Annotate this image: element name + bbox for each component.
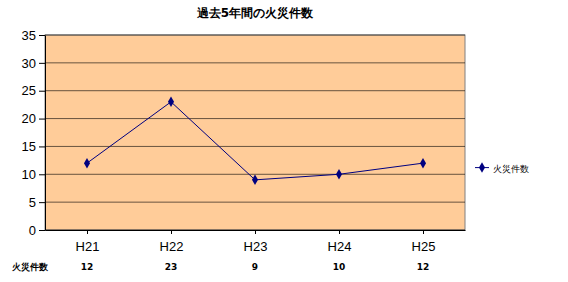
x-axis: H21 H22 H23 H24 H25 [46, 230, 466, 254]
x-tick-mark [171, 230, 172, 234]
grid-line [45, 62, 465, 63]
y-tick: 0 [29, 223, 45, 238]
chart: 過去5年間の火災件数 0 5 10 15 20 25 30 35 H21 H22 H23 H24 H25 火… [0, 0, 568, 282]
x-tick: H21 [76, 230, 100, 254]
y-axis: 0 5 10 15 20 25 30 35 [22, 28, 46, 238]
title: 過去5年間の火災件数 [196, 6, 314, 20]
series-line [87, 102, 423, 180]
plot: 0 5 10 15 20 25 30 35 H21 H22 H23 H24 H25 [22, 28, 466, 255]
legend-marker [479, 162, 485, 173]
y-tick: 5 [29, 195, 45, 210]
y-tick-label: 20 [22, 111, 36, 126]
x-tick-mark [255, 230, 256, 234]
legend: 火災件数 [475, 162, 529, 173]
plot-background [45, 35, 465, 230]
x-tick-mark [423, 230, 424, 234]
x-tick-label: H24 [328, 239, 352, 254]
y-tick-label: 0 [29, 223, 36, 238]
y-tick: 10 [22, 167, 45, 182]
y-tick-label: 15 [22, 139, 36, 154]
y-axis-line [45, 36, 46, 231]
series-layer [84, 97, 426, 186]
table-value: 23 [165, 262, 178, 272]
y-tick-mark [39, 119, 45, 120]
grid-line [45, 118, 465, 119]
y-tick-mark [39, 146, 45, 147]
table-value: 12 [81, 262, 94, 272]
series-marker [168, 97, 174, 108]
x-tick-label: H25 [412, 239, 436, 254]
y-tick-mark [39, 35, 45, 36]
y-tick-label: 35 [22, 28, 36, 43]
legend-label: 火災件数 [493, 164, 529, 174]
y-tick-mark [39, 174, 45, 175]
y-tick-mark [39, 230, 45, 231]
y-tick: 20 [22, 111, 45, 126]
x-tick-mark [87, 230, 88, 234]
series-marker [252, 175, 258, 186]
x-tick: H25 [412, 230, 436, 254]
y-tick-label: 25 [22, 83, 36, 98]
table-value: 9 [252, 262, 258, 272]
grid-line [45, 35, 465, 36]
series-marker [420, 158, 426, 169]
x-tick-mark [339, 230, 340, 234]
y-tick-label: 5 [29, 195, 36, 210]
x-tick: H22 [160, 230, 184, 254]
x-tick-label: H22 [160, 239, 184, 254]
grid-line [45, 90, 465, 91]
y-tick-label: 10 [22, 167, 36, 182]
y-tick-label: 30 [22, 56, 36, 71]
y-tick-mark [39, 91, 45, 92]
table-row-label: 火災件数 [12, 262, 49, 272]
y-tick: 25 [22, 83, 45, 98]
x-tick-label: H21 [76, 239, 100, 254]
grid-line [45, 146, 465, 147]
table-value: 12 [417, 262, 430, 272]
series-marker [336, 169, 342, 180]
x-tick-label: H23 [244, 239, 268, 254]
y-tick-mark [39, 202, 45, 203]
table-value: 10 [333, 262, 346, 272]
series-marker [84, 158, 90, 169]
grid-line [45, 202, 465, 203]
table-values: 12 23 9 10 12 [81, 262, 430, 272]
y-tick: 35 [22, 28, 45, 43]
grid [45, 35, 465, 230]
x-tick: H24 [328, 230, 352, 254]
y-tick-mark [39, 63, 45, 64]
y-tick: 30 [22, 56, 45, 71]
y-tick: 15 [22, 139, 45, 154]
x-tick: H23 [244, 230, 268, 254]
